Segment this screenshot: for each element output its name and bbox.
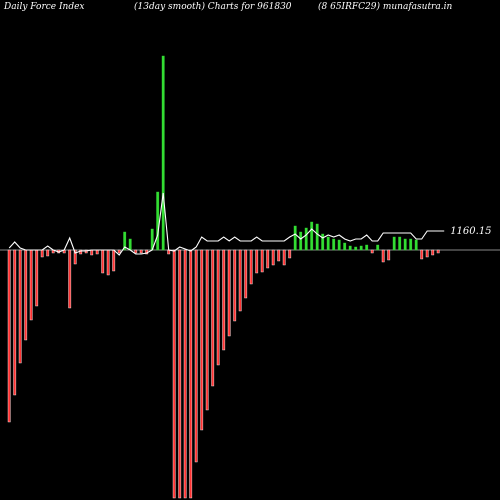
force-bar [277,249,281,262]
force-bar [13,249,17,396]
force-bar [271,249,275,266]
force-bar [387,249,391,261]
force-bar [35,249,39,307]
force-bar [7,249,11,423]
force-bar [46,249,50,257]
force-bar [392,236,396,251]
force-bar [420,249,424,260]
force-bar [365,244,369,251]
force-bar [139,249,143,254]
force-bar [348,245,352,251]
force-bar [260,249,264,273]
force-bar [194,249,198,463]
force-bar [425,249,429,258]
force-bar [398,236,402,251]
force-bar [266,249,270,269]
force-bar [359,245,363,251]
force-bar [73,249,77,265]
force-bar [117,249,121,254]
force-bar [90,249,94,256]
force-bar [249,249,253,285]
force-bar [238,249,242,312]
force-bar [409,238,413,251]
force-bar [227,249,231,337]
force-bar [216,249,220,366]
force-bar [24,249,28,341]
smooth-line [8,192,445,256]
force-bar [255,249,259,274]
force-bar [29,249,33,321]
force-bar [134,249,138,254]
force-bar [337,239,341,251]
force-bar [376,244,380,251]
force-bar [200,249,204,431]
force-bar [172,249,176,499]
force-bar [431,249,435,256]
force-bar [95,249,99,255]
force-bar [233,249,237,322]
force-bar [332,238,336,251]
force-bar [156,191,160,251]
chart-source: (8 65IRFC29) munafasutra.in [318,2,453,12]
force-bar [189,249,193,499]
force-bar [106,249,110,276]
force-bar [244,249,248,299]
force-bar [123,231,127,251]
chart-title: Daily Force Index [4,2,85,12]
force-bar [436,249,440,254]
force-bar [112,249,116,272]
force-bar [68,249,72,309]
force-bar [310,221,314,251]
force-bar [288,249,292,259]
force-bar [326,236,330,251]
force-bar [321,233,325,251]
force-bar [414,239,418,251]
chart-subtitle: (13day smooth) Charts for 961830 [134,2,292,12]
force-bar [282,249,286,266]
force-bar [354,246,358,251]
force-bar [40,249,44,258]
force-bar [211,249,215,387]
force-bar [101,249,105,274]
force-bar [161,55,165,251]
force-bar [128,238,132,251]
force-bar [205,249,209,411]
force-bar [299,231,303,251]
force-bar [343,242,347,251]
force-bar [370,249,374,254]
value-label: 1160.15 [450,226,491,237]
force-bar [315,223,319,251]
force-bar [381,249,385,263]
force-bar [178,249,182,499]
force-bar [403,238,407,251]
force-bar [222,249,226,351]
force-bar [18,249,22,364]
force-bar [293,225,297,251]
force-bar [304,227,308,251]
force-bar [183,249,187,499]
